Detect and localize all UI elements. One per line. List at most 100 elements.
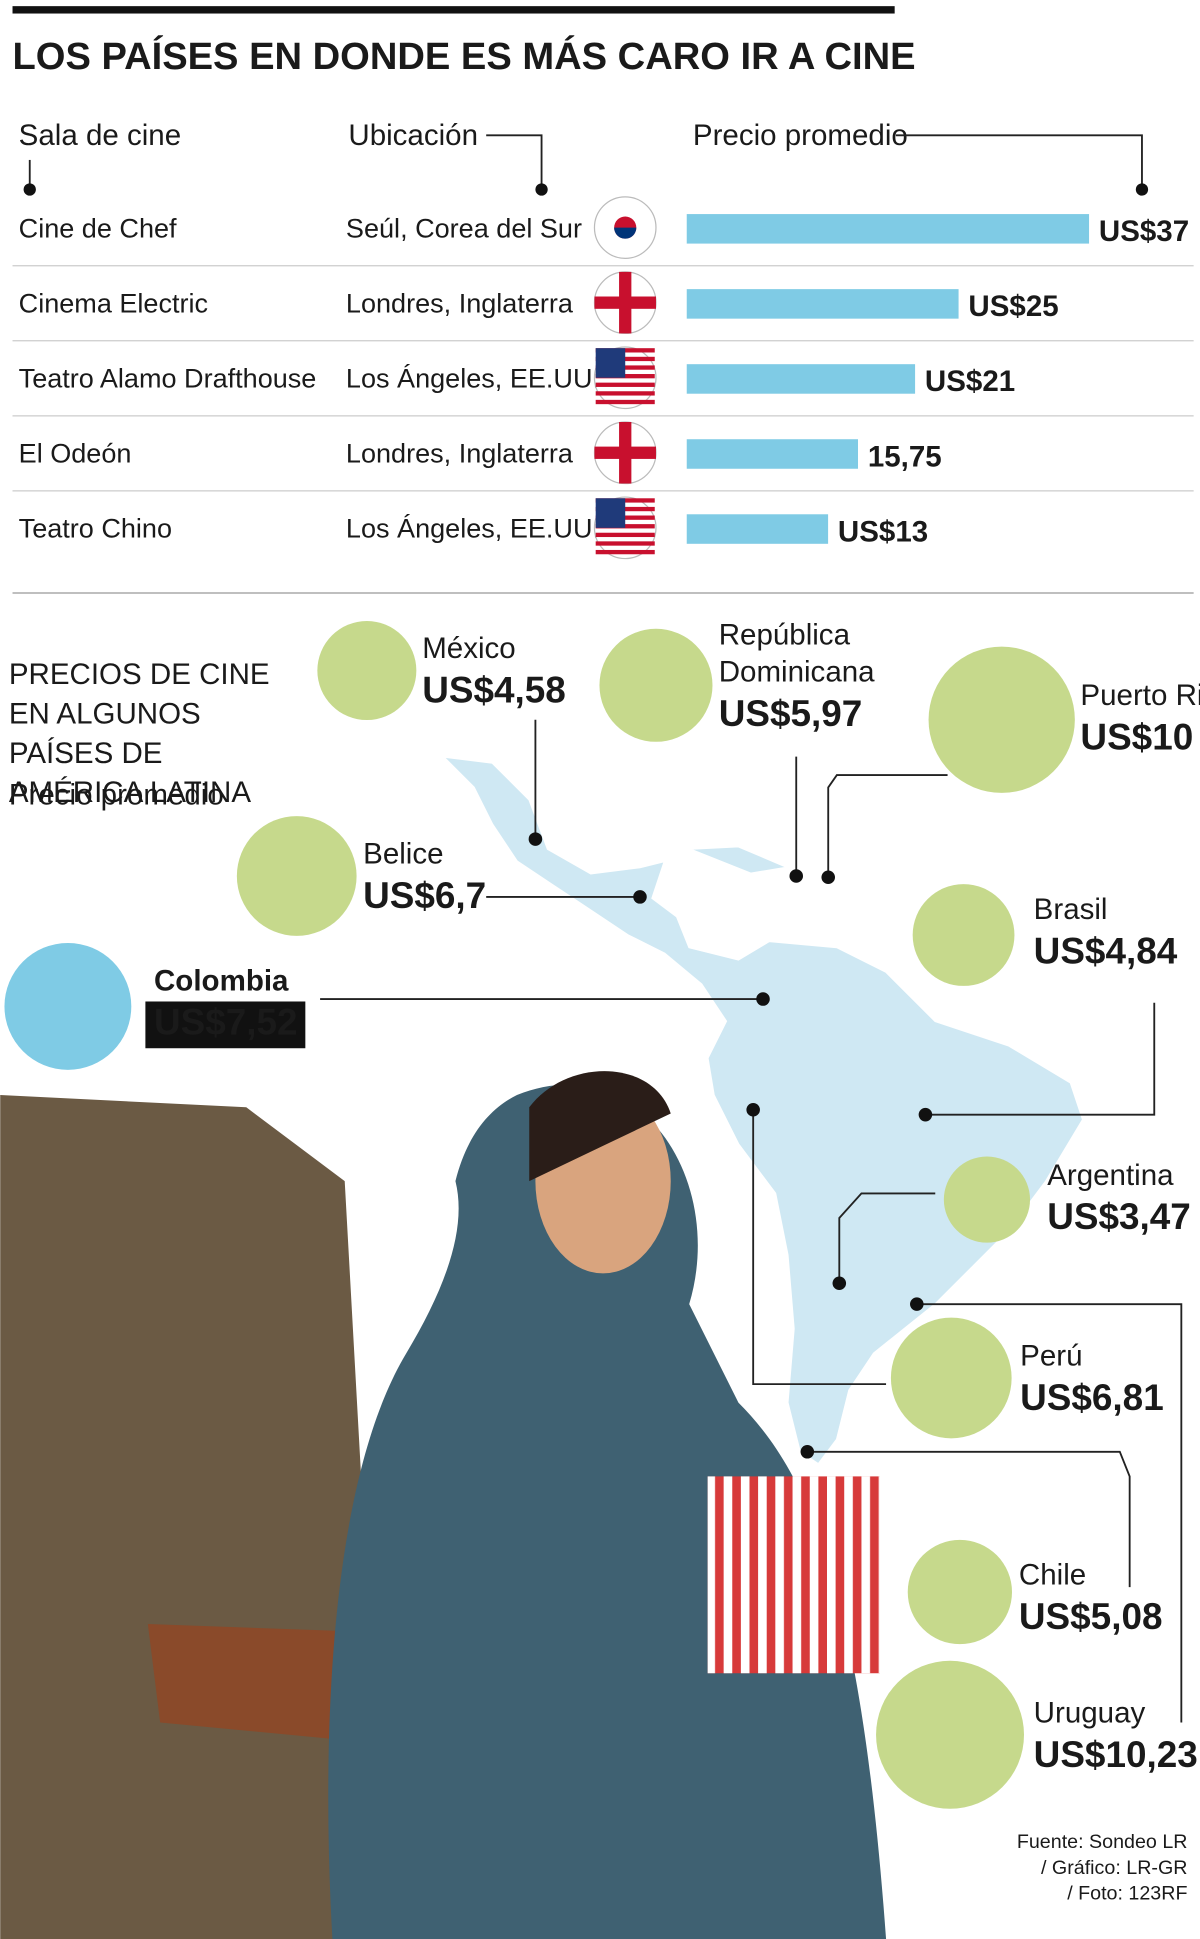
bubble [876, 1660, 1025, 1809]
country-name: Perú [1020, 1340, 1082, 1373]
flag-stripe [595, 382, 655, 387]
leader-line [827, 774, 948, 878]
bubble [928, 646, 1075, 793]
flag-stripe [595, 374, 655, 379]
price-label: US$6,81 [1020, 1377, 1164, 1418]
price-label: US$5,08 [1019, 1596, 1163, 1637]
bubble [943, 1156, 1031, 1243]
value-label: US$37 [1099, 215, 1189, 248]
flag-stripe [595, 498, 655, 503]
map-dot [528, 832, 543, 846]
bar [686, 289, 959, 319]
price-label: US$10 [1080, 716, 1193, 757]
flag-emblem [614, 227, 637, 239]
price-label: US$10,23 [1034, 1734, 1198, 1775]
bar [686, 214, 1090, 244]
country-name: Chile [1019, 1559, 1086, 1592]
flag [593, 196, 657, 259]
flag-stripe [595, 399, 655, 405]
value-label: 15,75 [868, 440, 942, 473]
bar [686, 514, 829, 544]
flag-stripe [595, 541, 655, 546]
price-label: US$4,84 [1034, 930, 1178, 971]
location: Londres, Inglaterra [346, 289, 574, 319]
location: Los Ángeles, EE.UU. [346, 364, 600, 394]
map [440, 755, 1084, 1466]
leader-line [838, 1192, 936, 1284]
country-name: Brasil [1034, 893, 1108, 926]
country-name: República Dominicana [719, 619, 875, 689]
country-name: México [422, 632, 516, 665]
location: Seúl, Corea del Sur [346, 213, 582, 243]
bubble [912, 884, 1015, 986]
value-label: US$25 [968, 290, 1058, 323]
cinema-name: Cinema Electric [19, 289, 208, 319]
flag [593, 346, 657, 410]
price-label: US$5,97 [719, 693, 863, 734]
flag-cross [594, 296, 656, 309]
source: / Foto: 123RF [1067, 1883, 1187, 1905]
flag-stripe [595, 348, 655, 353]
bar [686, 364, 916, 394]
map-dot [918, 1107, 933, 1122]
leader-line [916, 1303, 1183, 1723]
country-name: Belice [363, 838, 443, 871]
dot [23, 183, 36, 196]
flag-cross [594, 446, 656, 459]
location: Los Ángeles, EE.UU. [346, 514, 600, 544]
bubble [236, 816, 357, 936]
leader-line [925, 1002, 1156, 1116]
flag-stripe [595, 532, 655, 538]
flag-stripe [595, 524, 655, 529]
map-dot [800, 1445, 815, 1459]
flag-stripe [595, 515, 655, 520]
dot [535, 183, 548, 196]
map-dot [910, 1297, 924, 1311]
map-dot [633, 890, 647, 904]
flag [593, 271, 657, 335]
country-name: Uruguay [1034, 1696, 1146, 1729]
cinema-name: Teatro Chino [19, 514, 172, 544]
price-label: US$4,58 [422, 670, 566, 711]
map-dot [789, 869, 804, 883]
map-dot [821, 870, 835, 884]
bubble-title: PRECIOS DE CINE EN ALGUNOS PAÍSES DE AMÉRIC… [9, 658, 270, 809]
cinema-name: El Odeón [19, 439, 132, 469]
column-header: Precio promedio [693, 119, 908, 152]
flag-stripe [595, 356, 655, 362]
leader-line [807, 1450, 1131, 1588]
price-label: US$7,52 [154, 1002, 298, 1043]
lead [486, 134, 543, 189]
map-dot [746, 1102, 760, 1117]
flag-stripe [595, 506, 655, 512]
bubble [907, 1539, 1013, 1645]
flag-canton [595, 498, 626, 528]
photo [0, 1071, 887, 1939]
source: Fuente: Sondeo LR [1017, 1831, 1188, 1853]
map-dot [756, 992, 770, 1006]
title: LOS PAÍSES EN DONDE ES MÁS CARO IR A CIN… [13, 34, 916, 78]
flag-stripe [595, 391, 655, 396]
column-header: Ubicación [348, 119, 478, 152]
price-label: US$3,47 [1047, 1196, 1191, 1237]
dot [1135, 183, 1149, 196]
location: Londres, Inglaterra [346, 439, 574, 469]
source: / Gráfico: LR-GR [1041, 1857, 1187, 1879]
bubble [317, 621, 417, 721]
top-rule [12, 6, 895, 14]
map-dot [832, 1276, 847, 1291]
country-name: Colombia [154, 964, 289, 997]
price-label: US$6,7 [363, 875, 486, 916]
column-header: Sala de cine [19, 119, 181, 152]
country-name: Argentina [1047, 1159, 1174, 1192]
flag-stripe [595, 365, 655, 370]
bubble-subtitle: Precio promedio [9, 779, 224, 812]
flag [593, 421, 657, 485]
value-label: US$13 [838, 515, 928, 548]
bubble [890, 1317, 1012, 1439]
flag-stripe [595, 549, 655, 555]
bar [686, 439, 858, 469]
country-name: Puerto Rico [1080, 679, 1200, 712]
